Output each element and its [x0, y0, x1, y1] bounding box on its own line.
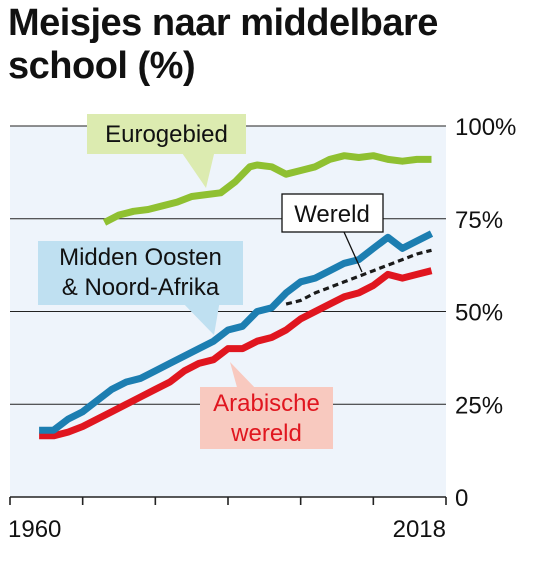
- y-tick-label-100: 100%: [455, 114, 516, 141]
- series-line-midden_oosten: [39, 230, 434, 434]
- label-pointer-wereld: [343, 231, 363, 273]
- label-text-midden_oosten: Midden Oosten: [59, 244, 222, 271]
- series-line-arabische_wereld: [39, 267, 433, 440]
- label-text-midden_oosten: & Noord-Afrika: [62, 274, 220, 301]
- label-box-eurogebied: [87, 114, 246, 154]
- series-labels: Eurogebied Midden Oosten & Noord-Afrika Ara…: [38, 114, 384, 449]
- label-arabische_wereld: Arabische wereld: [200, 362, 333, 449]
- y-axis-tick-labels: 0 25% 50% 75% 100%: [455, 114, 516, 512]
- label-pointer-midden_oosten: [180, 300, 220, 335]
- label-pointer-eurogebied: [180, 150, 215, 188]
- y-tick-label-25: 25%: [455, 392, 503, 419]
- label-text-arabische_wereld: Arabische: [213, 390, 320, 417]
- label-wereld: Wereld: [281, 193, 384, 273]
- x-tick-label-1960: 1960: [8, 516, 61, 543]
- label-box-wereld: [281, 193, 384, 233]
- label-text-eurogebied: Eurogebied: [105, 121, 228, 148]
- label-text-wereld: Wereld: [294, 201, 370, 228]
- label-midden_oosten: Midden Oosten & Noord-Afrika: [38, 241, 243, 335]
- series-line-wereld: [285, 248, 432, 306]
- label-box-arabische_wereld: [200, 387, 333, 449]
- y-tick-label-75: 75%: [455, 207, 503, 234]
- series-lines: [39, 152, 434, 440]
- label-pointer-arabische_wereld: [230, 362, 258, 391]
- series-line-eurogebied: [102, 152, 432, 226]
- label-text-arabische_wereld: wereld: [230, 420, 302, 447]
- label-eurogebied: Eurogebied: [87, 114, 246, 188]
- y-tick-label-50: 50%: [455, 300, 503, 327]
- chart-title: Meisjes naar middelbare school (%): [8, 2, 438, 87]
- x-tick-label-2018: 2018: [393, 516, 446, 543]
- y-tick-label-0: 0: [455, 485, 468, 512]
- label-box-midden_oosten: [38, 241, 243, 305]
- x-axis: 1960 2018: [8, 497, 447, 543]
